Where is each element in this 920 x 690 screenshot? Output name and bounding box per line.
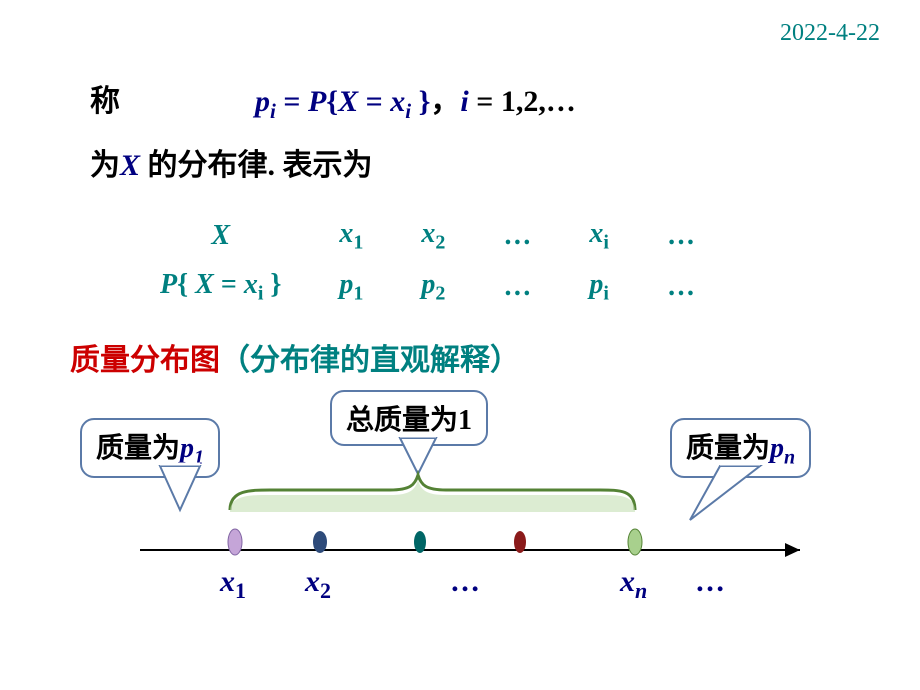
dot-xn — [628, 529, 642, 555]
cell-x2: x2 — [393, 212, 473, 261]
X-var2: X — [120, 149, 148, 182]
row-head-P: P{ X = xi } — [132, 263, 309, 312]
mass-title-red: 质量分布图 — [70, 344, 220, 377]
cell-x1: x1 — [311, 212, 391, 261]
comma: ， — [430, 85, 460, 118]
eq1: = — [276, 85, 308, 118]
table-row-p: P{ X = xi } p1 p2 … pi … — [132, 263, 723, 312]
dot-x4 — [514, 531, 526, 553]
dot-x3 — [414, 531, 426, 553]
axis-label-xn: xn — [620, 565, 647, 604]
tail-left — [160, 466, 200, 510]
mass-distribution-title: 质量分布图（分布律的直观解释） — [70, 335, 520, 379]
arrow-head-icon — [785, 543, 800, 557]
axis-label-dots1: … — [450, 565, 480, 599]
i-var: i — [460, 85, 468, 118]
row-head-X: X — [132, 212, 309, 261]
brace-open: { — [326, 85, 338, 118]
cell-p1: p1 — [311, 263, 391, 312]
range: = 1,2,… — [469, 85, 576, 118]
P-var: P — [308, 85, 326, 118]
description-line: 为X 的分布律. 表示为 — [90, 140, 373, 184]
tail-mid — [400, 438, 436, 474]
table-row-x: X x1 x2 … xi … — [132, 212, 723, 261]
date-label: 2022-4-22 — [780, 20, 880, 47]
dot-x1 — [228, 529, 242, 555]
cell-pdots2: … — [639, 263, 723, 312]
xi-var: xi — [390, 85, 411, 118]
diagram-svg — [60, 390, 860, 650]
dot-x2 — [313, 531, 327, 553]
tail-right — [690, 466, 760, 520]
prefix-text: 称 — [90, 85, 120, 118]
formula-line-1: 称 pi = P{X = xi }，i = 1,2,… — [90, 76, 576, 124]
X-var: X — [338, 85, 358, 118]
cell-xdots2: … — [639, 212, 723, 261]
cell-xi: xi — [561, 212, 637, 261]
distribution-table: X x1 x2 … xi … P{ X = xi } p1 p2 … pi … — [130, 210, 725, 313]
brace-close: } — [411, 85, 430, 118]
cell-pi: pi — [561, 263, 637, 312]
mass-title-green: （分布律的直观解释） — [220, 344, 520, 377]
eq2: = — [358, 85, 390, 118]
cell-pdots: … — [475, 263, 559, 312]
pi-var: pi — [255, 85, 276, 118]
axis-label-dots2: … — [695, 565, 725, 599]
axis-label-x1: x1 — [220, 565, 246, 604]
cell-p2: p2 — [393, 263, 473, 312]
prefix2: 为 — [90, 149, 120, 182]
cell-xdots: … — [475, 212, 559, 261]
axis-label-x2: x2 — [305, 565, 331, 604]
suffix2: 的分布律. 表示为 — [148, 149, 373, 182]
mass-diagram: 质量为p1 总质量为1 质量为pn x1 x2 … xn … — [60, 390, 860, 650]
